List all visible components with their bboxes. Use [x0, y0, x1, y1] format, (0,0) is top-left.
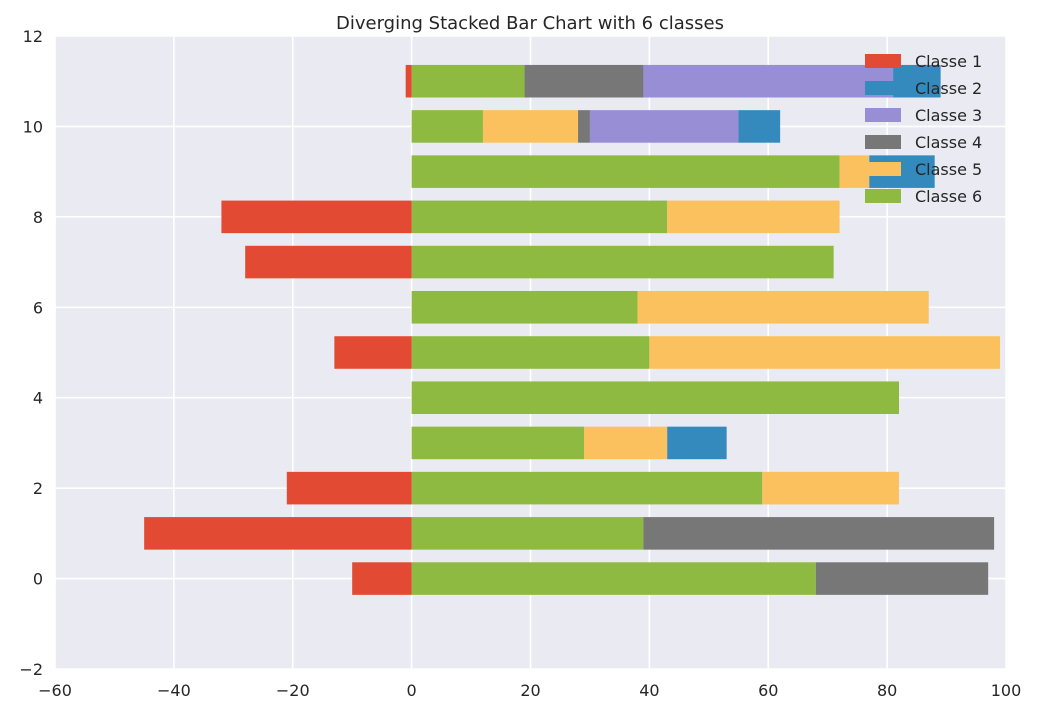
bar-segment	[637, 291, 929, 324]
x-tick-label: 40	[639, 681, 659, 700]
bar-segment	[524, 64, 644, 98]
y-tick-label: 6	[33, 298, 43, 317]
bar-segment	[411, 155, 840, 188]
bar-segment	[286, 471, 412, 505]
bar-segment	[411, 336, 650, 369]
legend-label: Classe 3	[915, 106, 982, 125]
legend-swatch	[865, 135, 901, 149]
bar-segment	[221, 200, 412, 234]
y-tick-label: 2	[33, 479, 43, 498]
bar-segment	[589, 110, 739, 143]
bar-segment	[578, 110, 590, 143]
chart-title: Diverging Stacked Bar Chart with 6 class…	[336, 13, 724, 34]
bar-segment	[411, 562, 816, 595]
bar-segment	[738, 110, 781, 143]
legend-swatch	[865, 54, 901, 68]
bar-segment	[411, 110, 483, 143]
bar-segment	[667, 200, 840, 234]
bar-segment	[411, 426, 584, 460]
bar-segment	[815, 562, 989, 595]
bar-segment	[411, 381, 900, 414]
legend-swatch	[865, 81, 901, 95]
legend: Classe 1 Classe 2 Classe 3 Classe 4 Classe 5…	[865, 52, 982, 206]
bars	[144, 64, 1001, 595]
bar-segment	[144, 517, 412, 550]
bar-segment	[334, 336, 412, 369]
x-tick-label: −60	[38, 681, 72, 700]
bar-segment	[649, 336, 1001, 369]
bar-segment	[643, 517, 995, 550]
y-tick-label: 10	[23, 117, 43, 136]
y-tick-label: 0	[33, 570, 43, 589]
y-tick-label: 12	[23, 27, 43, 46]
x-tick-label: −20	[276, 681, 310, 700]
y-axis-ticks: −2 0 2 4 6 8 10 12	[19, 27, 43, 679]
legend-swatch	[865, 189, 901, 203]
bar-segment	[643, 64, 894, 98]
y-tick-label: −2	[19, 660, 43, 679]
bar-segment	[583, 426, 668, 460]
bar-segment	[405, 64, 412, 98]
legend-swatch	[865, 162, 901, 176]
x-tick-label: 100	[991, 681, 1022, 700]
bar-segment	[245, 245, 412, 279]
y-tick-label: 4	[33, 389, 43, 408]
x-tick-label: 80	[877, 681, 897, 700]
legend-label: Classe 4	[915, 133, 982, 152]
bar-segment	[411, 471, 763, 505]
legend-label: Classe 2	[915, 79, 982, 98]
bar-segment	[352, 562, 412, 595]
bar-segment	[411, 245, 834, 279]
x-tick-label: 60	[758, 681, 778, 700]
legend-label: Classe 1	[915, 52, 982, 71]
y-tick-label: 8	[33, 208, 43, 227]
bar-segment	[762, 471, 900, 505]
bar-segment	[411, 200, 668, 234]
bar-segment	[839, 155, 870, 188]
x-axis-ticks: −60 −40 −20 0 20 40 60 80 100	[38, 681, 1021, 700]
bar-segment	[411, 291, 638, 324]
bar-segment	[667, 426, 727, 460]
x-tick-label: 20	[520, 681, 540, 700]
legend-swatch	[865, 108, 901, 122]
legend-label: Classe 6	[915, 187, 982, 206]
bar-segment	[482, 110, 579, 143]
bar-segment	[411, 517, 644, 550]
legend-label: Classe 5	[915, 160, 982, 179]
bar-segment	[411, 64, 525, 98]
x-tick-label: −40	[157, 681, 191, 700]
x-tick-label: 0	[407, 681, 417, 700]
